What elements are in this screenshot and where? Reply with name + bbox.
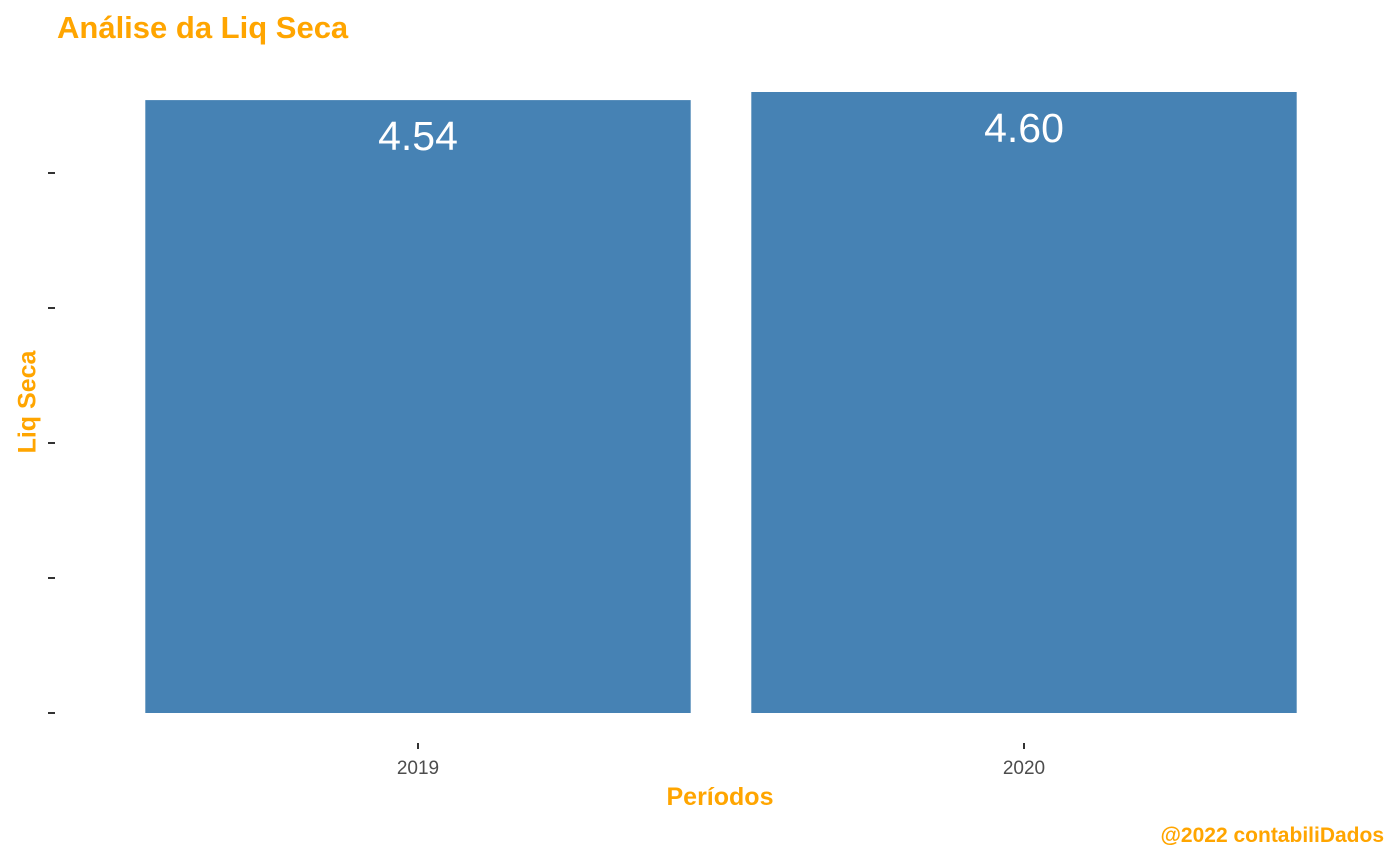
y-axis-ticks <box>48 172 55 714</box>
data-label-2020: 4.60 <box>984 105 1064 151</box>
caption: @2022 contabiliDados <box>1160 824 1384 847</box>
bar-2019 <box>145 100 691 714</box>
y-axis-title: Liq Seca <box>13 350 42 454</box>
data-label-2019: 4.54 <box>378 113 458 159</box>
x-axis-title: Períodos <box>666 783 774 811</box>
x-tick-label-2019: 2019 <box>397 758 439 779</box>
chart-title: Análise da Liq Seca <box>57 10 349 45</box>
bar-2020 <box>751 92 1297 713</box>
x-axis-ticks: 2019 2020 <box>397 743 1045 779</box>
bars-group: 4.54 4.60 <box>145 92 1297 714</box>
x-tick-label-2020: 2020 <box>1003 758 1045 779</box>
